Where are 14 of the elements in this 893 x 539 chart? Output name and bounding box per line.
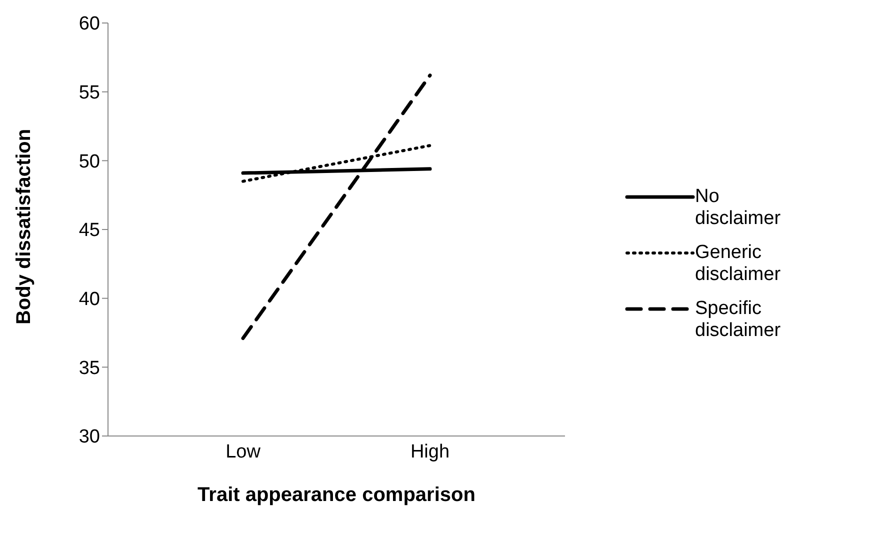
x-tick-label: Low	[226, 441, 261, 462]
y-tick-label: 40	[78, 289, 100, 310]
legend-label: Generic disclaimer	[695, 242, 782, 286]
y-tick-label: 55	[78, 82, 100, 104]
y-tick-label: 60	[78, 14, 100, 35]
y-tick-label: 50	[78, 151, 100, 172]
legend-label: No disclaimer	[695, 186, 782, 230]
y-tick-label: 35	[78, 358, 100, 379]
y-tick-label: 45	[78, 220, 100, 242]
legend-label: Specific disclaimer	[695, 298, 782, 342]
x-axis-title: Trait appearance comparison	[198, 484, 476, 506]
y-axis-title: Body dissatisfaction	[13, 128, 36, 324]
x-tick-label: High	[410, 441, 450, 462]
y-tick-label: 30	[78, 426, 100, 448]
